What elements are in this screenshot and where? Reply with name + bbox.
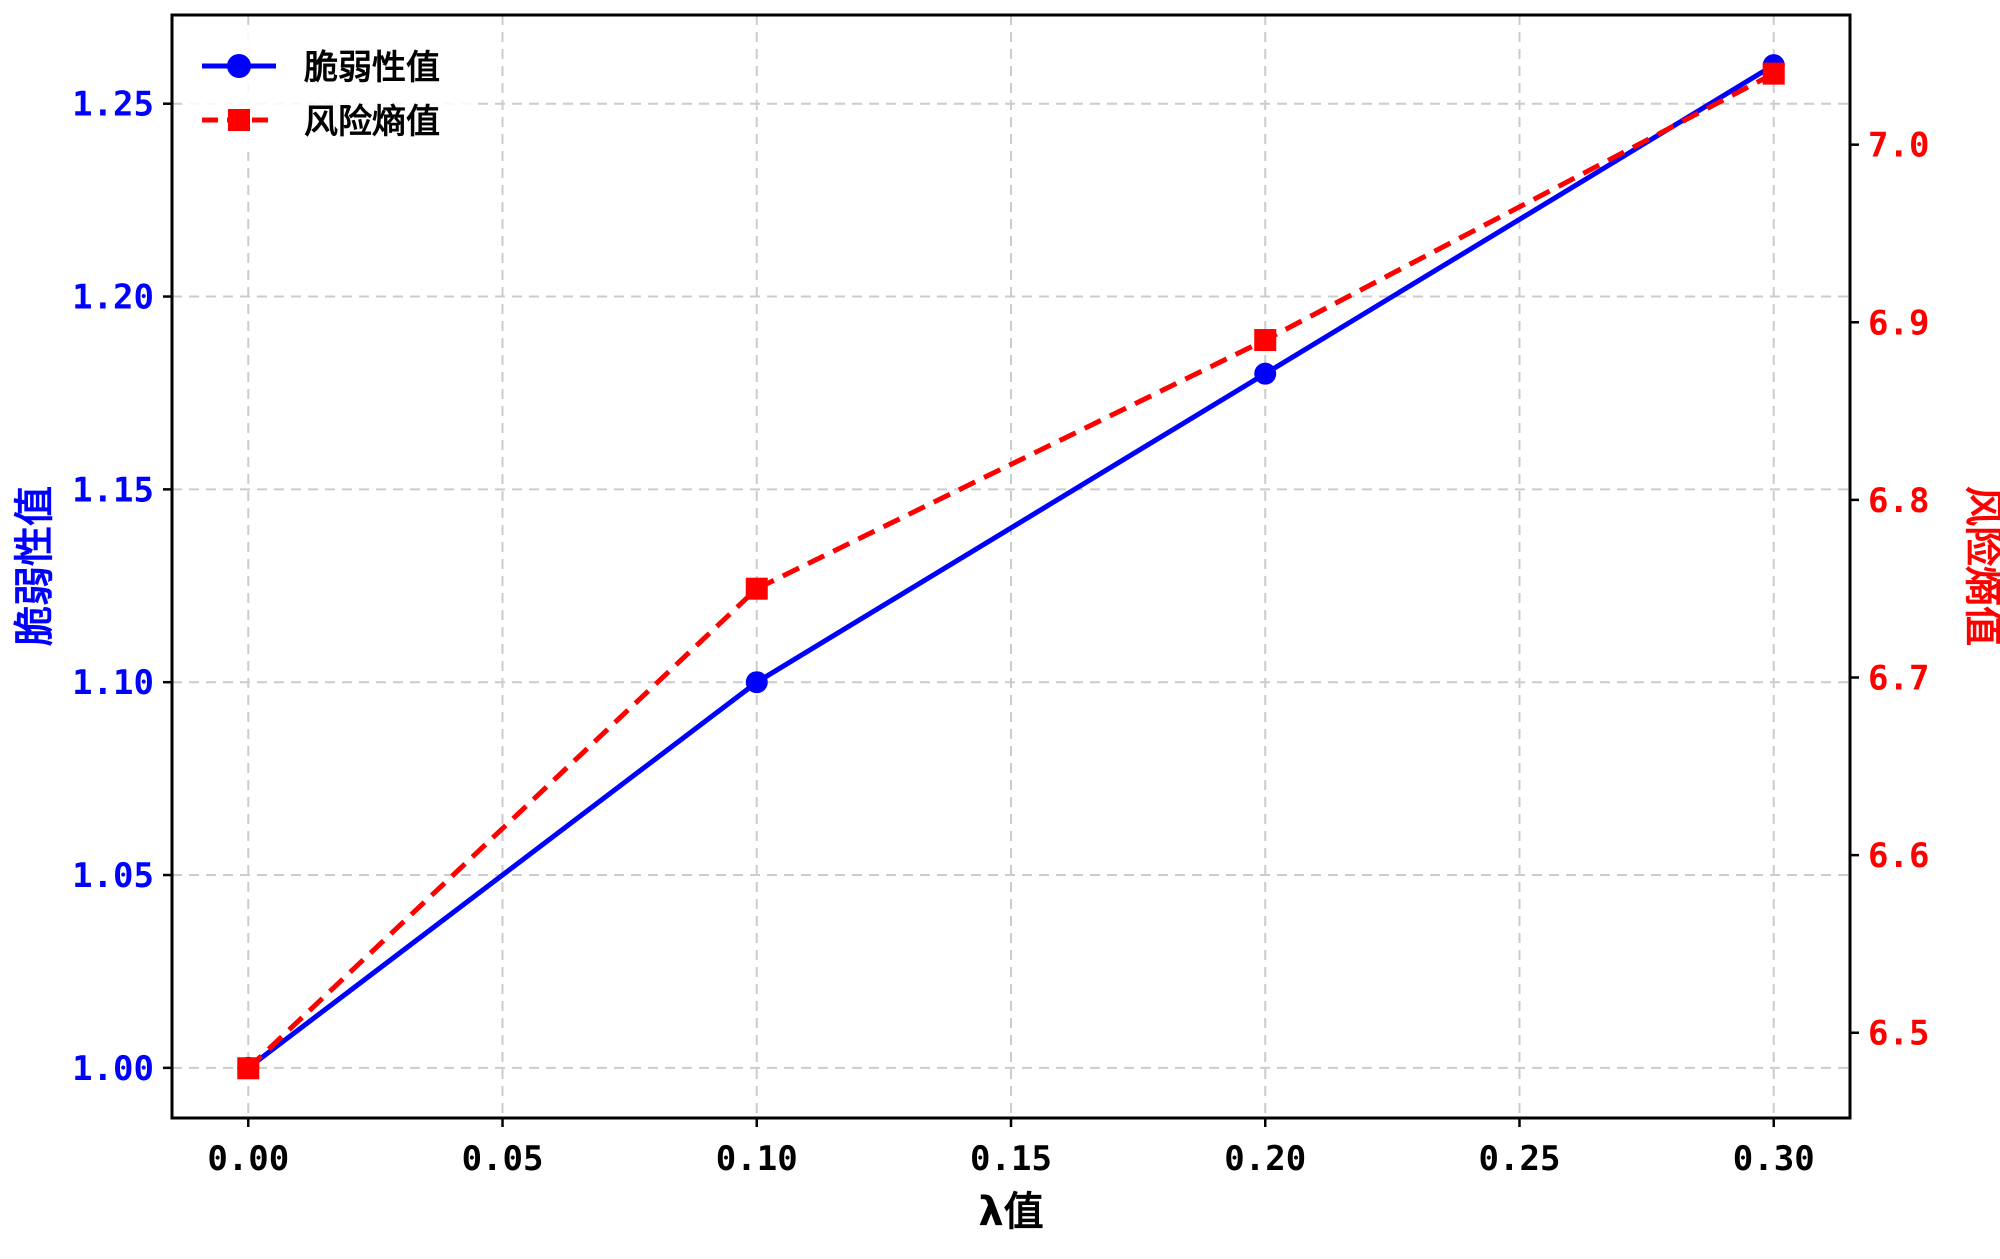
legend-box bbox=[188, 32, 478, 152]
legend: 脆弱性值 风险熵值 bbox=[188, 32, 478, 152]
data-point-risk-entropy bbox=[1762, 62, 1785, 85]
series-line-risk-entropy bbox=[246, 71, 1775, 1071]
right-tick-label: 6.9 bbox=[1868, 303, 1929, 343]
legend-label-vulnerability: 脆弱性值 bbox=[304, 48, 440, 88]
data-point-risk-entropy bbox=[745, 577, 768, 600]
x-axis-title: λ值 bbox=[978, 1189, 1043, 1235]
x-tick-label: 0.10 bbox=[716, 1139, 798, 1179]
legend-marker-vulnerability bbox=[227, 54, 251, 78]
right-axis-title: 风险熵值 bbox=[1960, 486, 2000, 646]
x-tick-label: 0.25 bbox=[1479, 1139, 1561, 1179]
series-layer bbox=[237, 54, 1785, 1080]
legend-marker-risk-entropy bbox=[228, 109, 250, 131]
right-tick-label: 6.5 bbox=[1868, 1014, 1929, 1054]
left-tick-label: 1.00 bbox=[72, 1049, 154, 1089]
right-tick-label: 6.8 bbox=[1868, 481, 1929, 521]
x-tick-label: 0.05 bbox=[462, 1139, 544, 1179]
data-point-risk-entropy bbox=[237, 1057, 260, 1080]
left-tick-label: 1.20 bbox=[72, 278, 154, 318]
right-tick-label: 6.7 bbox=[1868, 659, 1929, 699]
axis-ticks: 0.00 0.05 0.10 0.15 0.20 0.25 0.30 1.00 1.05 1.10… bbox=[72, 85, 1929, 1179]
right-tick-label: 7.0 bbox=[1868, 126, 1929, 166]
data-point-vulnerability bbox=[1254, 362, 1277, 385]
left-tick-label: 1.10 bbox=[72, 663, 154, 703]
legend-label-risk-entropy: 风险熵值 bbox=[304, 102, 440, 142]
x-tick-label: 0.00 bbox=[207, 1139, 289, 1179]
left-tick-label: 1.05 bbox=[72, 856, 154, 896]
x-tick-label: 0.15 bbox=[970, 1139, 1052, 1179]
grid-lines bbox=[172, 15, 1850, 1118]
left-tick-label: 1.25 bbox=[72, 85, 154, 125]
data-point-risk-entropy bbox=[1254, 329, 1277, 352]
x-tick-label: 0.20 bbox=[1224, 1139, 1306, 1179]
x-tick-label: 0.30 bbox=[1733, 1139, 1815, 1179]
left-axis-title: 脆弱性值 bbox=[12, 486, 58, 646]
series-line-vulnerability bbox=[246, 62, 1776, 1070]
data-point-vulnerability bbox=[745, 671, 768, 694]
right-tick-label: 6.6 bbox=[1868, 836, 1929, 876]
left-tick-label: 1.15 bbox=[72, 470, 154, 510]
